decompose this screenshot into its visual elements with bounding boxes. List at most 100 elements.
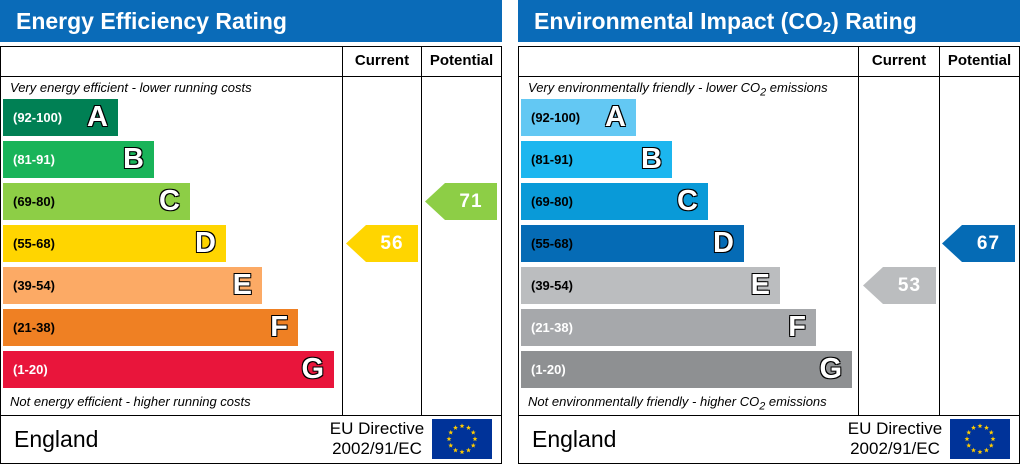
- top-note: Very energy efficient - lower running co…: [10, 80, 252, 95]
- current-column-header: Current: [354, 52, 410, 69]
- current-rating-value: 53: [897, 275, 922, 296]
- band-letter: F: [788, 311, 806, 343]
- band-letter: G: [819, 353, 842, 385]
- subscript-two: 2: [759, 400, 766, 413]
- band-b: (81-91) B: [3, 141, 154, 178]
- band-range-label: (69-80): [13, 194, 55, 209]
- band-range-label: (92-100): [531, 110, 581, 125]
- subscript-two: 2: [822, 19, 832, 36]
- band-letter: A: [87, 101, 108, 133]
- band-range-label: (81-91): [531, 152, 573, 167]
- band-d: (55-68) D: [521, 225, 744, 262]
- band-e: (39-54) E: [521, 267, 780, 304]
- band-letter: C: [677, 185, 698, 217]
- flag-star: [966, 429, 972, 435]
- band-range-label: (55-68): [531, 236, 573, 251]
- band-g: (1-20) G: [3, 351, 334, 388]
- band-range-label: (39-54): [13, 278, 55, 293]
- flag-star: [459, 449, 465, 455]
- band-range-label: (39-54): [531, 278, 573, 293]
- band-range-label: (1-20): [531, 362, 566, 377]
- band-letter: E: [232, 269, 252, 301]
- eu-flag-icon: [432, 419, 492, 459]
- band-d: (55-68) D: [3, 225, 226, 262]
- column-divider: [858, 46, 859, 416]
- directive-line2: 2002/91/EC: [850, 439, 940, 458]
- country-label: England: [532, 426, 617, 452]
- flag-star: [988, 442, 994, 448]
- band-c: (69-80) C: [3, 183, 190, 220]
- band-b: (81-91) B: [521, 141, 672, 178]
- title-bar: Environmental Impact (CO2) Rating: [518, 0, 1020, 42]
- flag-star: [453, 425, 458, 430]
- band-range-label: (21-38): [531, 320, 573, 335]
- band-letter: B: [641, 143, 662, 175]
- directive-line2: 2002/91/EC: [332, 439, 422, 458]
- band-letter: G: [301, 353, 324, 385]
- flag-star: [466, 447, 471, 453]
- band-c: (69-80) C: [521, 183, 708, 220]
- flag-star: [472, 436, 478, 442]
- eu-directive: EU Directive 2002/91/EC: [322, 419, 432, 459]
- flag-star: [984, 447, 989, 453]
- band-e: (39-54) E: [3, 267, 262, 304]
- flag-star: [971, 447, 976, 453]
- band-range-label: (69-80): [531, 194, 573, 209]
- flag-star: [448, 442, 454, 448]
- band-letter: A: [605, 101, 626, 133]
- flag-star: [984, 425, 989, 430]
- eu-directive: EU Directive 2002/91/EC: [840, 419, 950, 459]
- country-label: England: [14, 426, 99, 452]
- band-range-label: (1-20): [13, 362, 48, 377]
- band-range-label: (55-68): [13, 236, 55, 251]
- chart-title: Environmental Impact (CO2) Rating: [534, 8, 917, 36]
- flag-star: [470, 429, 476, 435]
- flag-star: [966, 442, 972, 448]
- title-bar: Energy Efficiency Rating: [0, 0, 502, 42]
- eu-flag-icon: [950, 419, 1010, 459]
- footer-divider: [1, 415, 501, 416]
- flag-star: [453, 447, 458, 453]
- flag-star: [990, 436, 996, 442]
- flag-star: [977, 449, 983, 455]
- flag-star: [988, 429, 994, 435]
- column-divider: [421, 46, 422, 416]
- environmental-impact-chart: Environmental Impact (CO2) Rating Curren…: [518, 0, 1020, 464]
- eu-stars-icon: [964, 423, 996, 455]
- bottom-note: Not energy efficient - higher running co…: [10, 394, 251, 409]
- flag-star: [977, 423, 983, 429]
- potential-rating-value: 71: [459, 191, 483, 212]
- band-letter: F: [270, 311, 288, 343]
- band-g: (1-20) G: [521, 351, 852, 388]
- directive-line1: EU Directive: [847, 419, 943, 438]
- energy-efficiency-chart: Energy Efficiency Rating Current Potenti…: [0, 0, 502, 464]
- band-letter: E: [750, 269, 770, 301]
- directive-line1: EU Directive: [329, 419, 425, 438]
- top-note: Very environmentally friendly - lower CO…: [528, 80, 828, 99]
- flag-star: [446, 436, 452, 442]
- potential-rating-value: 67: [976, 233, 1001, 254]
- flag-star: [448, 429, 454, 435]
- header-divider: [1, 76, 501, 77]
- potential-column-header: Potential: [947, 52, 1012, 69]
- band-range-label: (92-100): [13, 110, 63, 125]
- band-letter: B: [123, 143, 144, 175]
- band-letter: D: [713, 227, 734, 259]
- flag-star: [466, 425, 471, 430]
- flag-star: [470, 442, 476, 448]
- band-f: (21-38) F: [521, 309, 816, 346]
- band-range-label: (81-91): [13, 152, 55, 167]
- band-f: (21-38) F: [3, 309, 298, 346]
- current-rating-value: 56: [380, 233, 404, 254]
- flag-star: [964, 436, 970, 442]
- column-divider: [342, 46, 343, 416]
- band-letter: D: [195, 227, 216, 259]
- flag-star: [459, 423, 465, 429]
- subscript-two: 2: [760, 86, 767, 99]
- flag-star: [971, 425, 976, 430]
- bottom-note: Not environmentally friendly - higher CO…: [528, 394, 827, 413]
- band-range-label: (21-38): [13, 320, 55, 335]
- potential-column-header: Potential: [429, 52, 494, 69]
- band-a: (92-100) A: [3, 99, 118, 136]
- current-column-header: Current: [871, 52, 927, 69]
